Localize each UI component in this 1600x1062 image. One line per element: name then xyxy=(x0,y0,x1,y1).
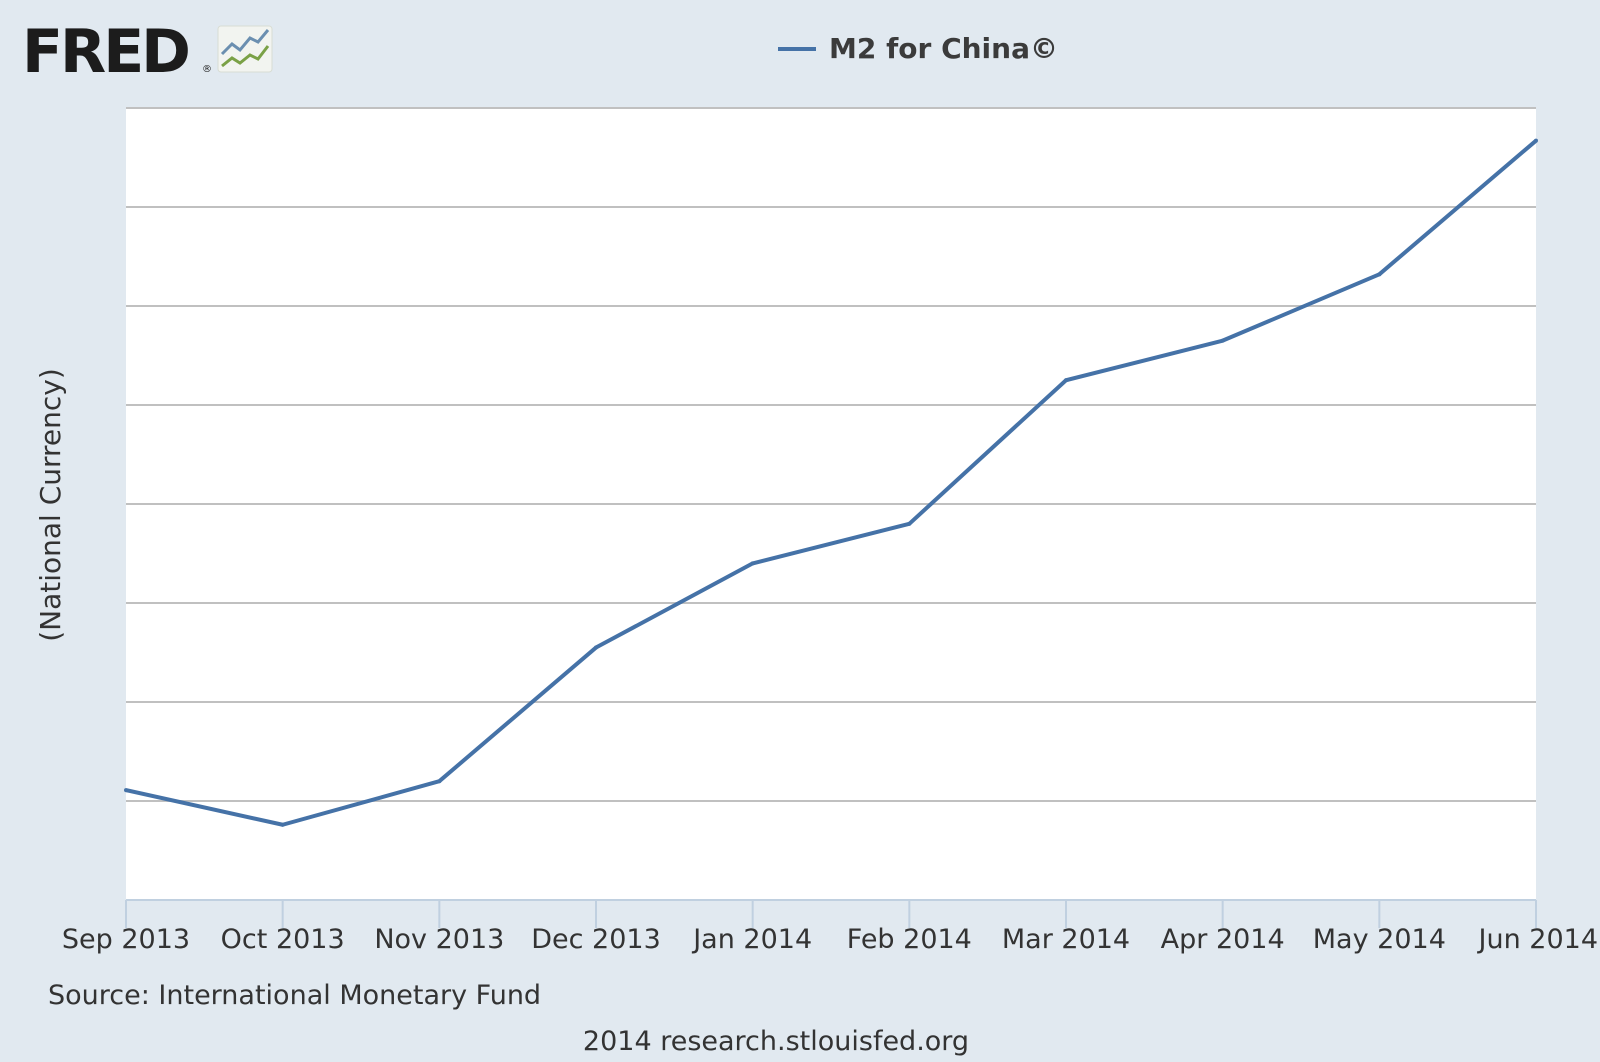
series-line-m2-china xyxy=(125,139,1538,827)
fred-logo[interactable]: FRED ® xyxy=(22,17,273,87)
data-point[interactable] xyxy=(750,561,755,566)
data-point[interactable] xyxy=(1064,378,1068,383)
data-point[interactable] xyxy=(1534,138,1538,143)
fred-logo-graph-icon xyxy=(217,25,273,73)
x-tick-label: Apr 2014 xyxy=(1161,924,1285,955)
source-note: Source: International Monetary Fund xyxy=(48,980,541,1011)
data-point[interactable] xyxy=(1377,272,1382,277)
x-tick-label: Sep 2013 xyxy=(62,924,190,955)
data-point[interactable] xyxy=(280,822,285,827)
x-tick-label: Jan 2014 xyxy=(691,924,812,955)
y-axis-label: (National Currency) xyxy=(34,368,67,642)
x-axis: Sep 2013 Oct 2013 Nov 2013 Dec 2013 Jan 2014… xyxy=(62,924,1598,955)
data-point[interactable] xyxy=(124,788,128,793)
data-point[interactable] xyxy=(1220,338,1225,343)
legend-label: M2 for China© xyxy=(829,32,1058,65)
x-axis-ticks xyxy=(125,900,1537,928)
x-tick-label: Feb 2014 xyxy=(847,924,972,955)
x-tick-label: Mar 2014 xyxy=(1002,924,1130,955)
registered-mark: ® xyxy=(202,64,212,75)
x-tick-label: May 2014 xyxy=(1313,924,1446,955)
fred-logo-text: FRED xyxy=(22,17,188,87)
x-tick-label: Nov 2013 xyxy=(374,924,504,955)
footer-credit[interactable]: 2014 research.stlouisfed.org xyxy=(583,1026,969,1057)
data-point[interactable] xyxy=(594,645,598,650)
data-point[interactable] xyxy=(437,779,442,784)
legend: M2 for China© xyxy=(778,32,1058,65)
x-tick-label: Dec 2013 xyxy=(531,924,661,955)
data-point[interactable] xyxy=(907,521,912,526)
x-tick-label: Oct 2013 xyxy=(221,924,345,955)
series-points xyxy=(124,138,1538,827)
x-tick-label: Jun 2014 xyxy=(1477,924,1598,955)
